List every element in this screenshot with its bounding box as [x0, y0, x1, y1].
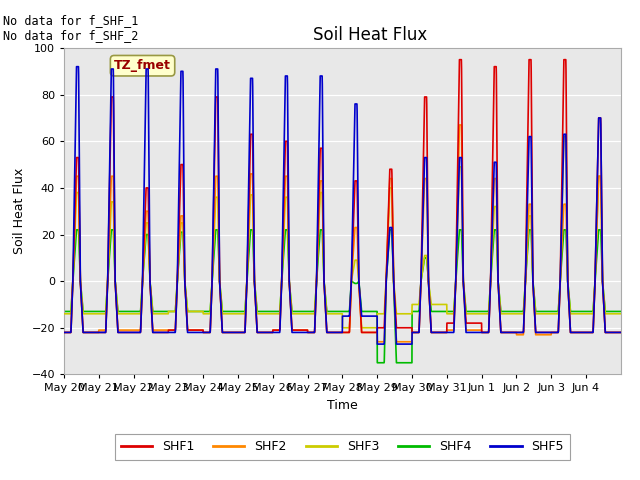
SHF4	[499, 309, 506, 314]
Text: No data for f_SHF_1
No data for f_SHF_2: No data for f_SHF_1 No data for f_SHF_2	[3, 14, 139, 42]
SHF5	[617, 330, 625, 336]
SHF4	[611, 309, 619, 314]
SHF3	[463, 311, 471, 317]
SHF2	[463, 327, 471, 333]
SHF2	[374, 339, 381, 345]
Y-axis label: Soil Heat Flux: Soil Heat Flux	[13, 168, 26, 254]
SHF2	[611, 330, 619, 336]
Line: SHF1: SHF1	[64, 60, 621, 333]
SHF5	[463, 330, 471, 336]
SHF3	[560, 134, 568, 140]
SHF2	[456, 122, 463, 128]
SHF1	[499, 330, 506, 336]
SHF1	[617, 330, 625, 336]
SHF4	[414, 309, 422, 314]
SHF3	[611, 311, 619, 317]
SHF3	[339, 325, 346, 331]
SHF3	[60, 311, 68, 317]
SHF3	[414, 301, 422, 307]
SHF1	[60, 330, 68, 336]
SHF5	[611, 330, 619, 336]
SHF1	[456, 57, 463, 62]
SHF5	[60, 330, 68, 336]
SHF2	[617, 330, 625, 336]
SHF4	[463, 309, 471, 314]
Line: SHF4: SHF4	[64, 230, 621, 363]
SHF4	[174, 266, 182, 272]
SHF5	[374, 341, 381, 347]
SHF4	[532, 309, 540, 314]
SHF5	[174, 227, 182, 233]
SHF2	[532, 332, 540, 337]
SHF2	[414, 330, 422, 336]
SHF1	[463, 320, 471, 326]
SHF5	[414, 330, 422, 336]
SHF1	[414, 330, 422, 336]
SHF3	[532, 311, 540, 317]
Legend: SHF1, SHF2, SHF3, SHF4, SHF5: SHF1, SHF2, SHF3, SHF4, SHF5	[115, 434, 570, 459]
Line: SHF5: SHF5	[64, 67, 621, 344]
SHF3	[617, 311, 625, 317]
Line: SHF3: SHF3	[64, 137, 621, 328]
SHF4	[617, 309, 625, 314]
SHF5	[499, 330, 506, 336]
SHF4	[374, 360, 381, 366]
SHF4	[60, 309, 68, 314]
SHF2	[174, 265, 182, 271]
SHF2	[60, 330, 68, 336]
Text: TZ_fmet: TZ_fmet	[114, 59, 171, 72]
X-axis label: Time: Time	[327, 399, 358, 412]
Title: Soil Heat Flux: Soil Heat Flux	[313, 25, 428, 44]
SHF1	[532, 330, 540, 336]
SHF4	[73, 227, 81, 233]
SHF2	[499, 330, 506, 336]
Line: SHF2: SHF2	[64, 125, 621, 342]
SHF5	[532, 330, 540, 336]
SHF1	[611, 330, 618, 336]
SHF5	[73, 64, 81, 70]
SHF1	[174, 255, 182, 261]
SHF3	[174, 267, 182, 273]
SHF3	[499, 311, 506, 317]
